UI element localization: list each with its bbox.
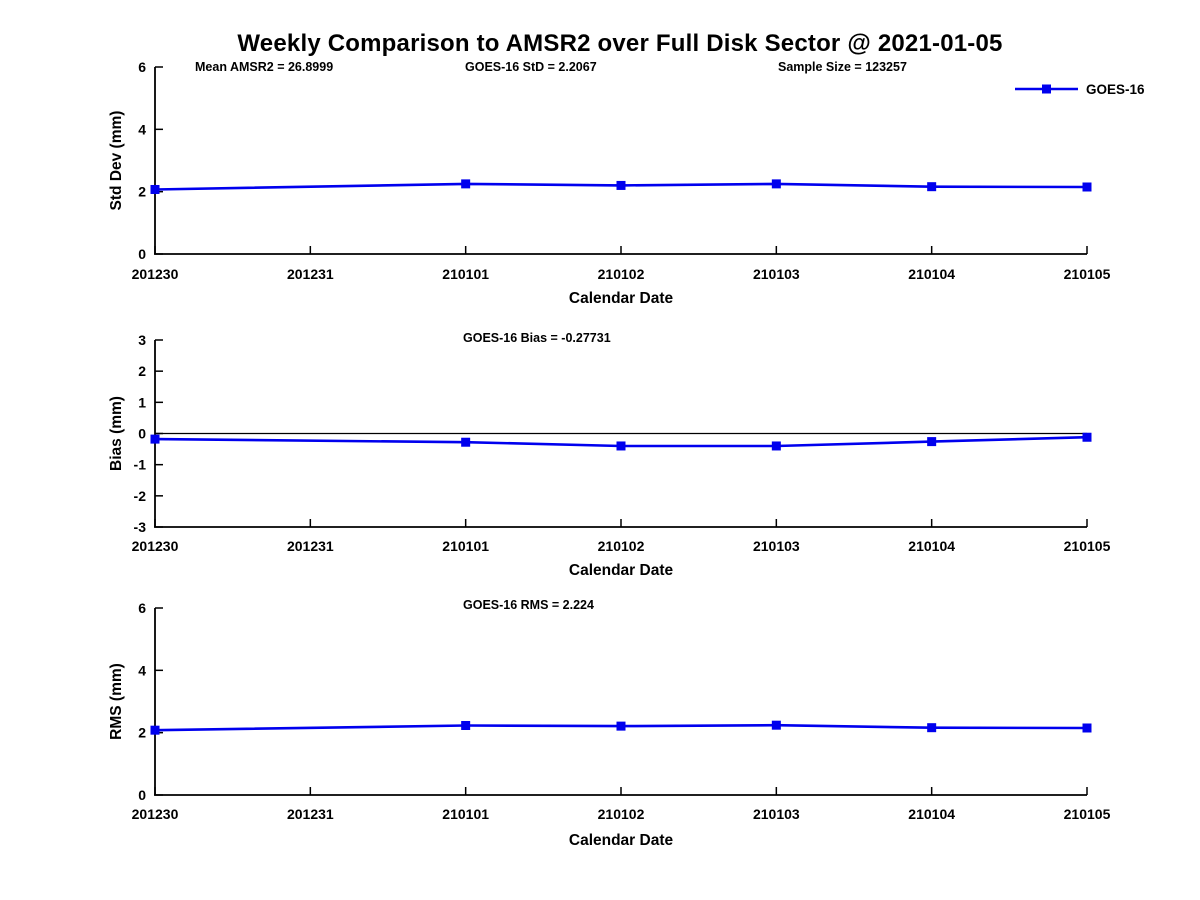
- std-dev-panel-data-marker: [1082, 182, 1092, 192]
- rms-panel-series-line: [154, 723, 1088, 732]
- bias-panel-data-marker: [927, 437, 937, 447]
- bias-panel-x-tick-label: 210101: [442, 538, 489, 554]
- bias-panel-x-tick-label: 201230: [132, 538, 179, 554]
- rms-panel-x-axis-title: Calendar Date: [569, 832, 674, 849]
- std-dev-panel-annotation: Mean AMSR2 = 26.8999: [195, 60, 333, 74]
- rms-panel-y-tick-label: 2: [138, 725, 146, 741]
- rms-panel-data-marker: [771, 720, 781, 730]
- rms-panel-x-tick-label: 210104: [908, 806, 955, 822]
- bias-panel-y-tick-label: -3: [134, 519, 147, 535]
- rms-panel-x-tick-label: 210101: [442, 806, 489, 822]
- bias-panel-y-tick-label: -2: [134, 488, 147, 504]
- bias-panel-x-tick-label: 201231: [287, 538, 334, 554]
- legend-marker-sample: [1042, 84, 1051, 94]
- std-dev-panel-x-tick-label: 210101: [442, 266, 489, 282]
- bias-panel-y-axis-title: Bias (mm): [108, 396, 125, 471]
- std-dev-panel-x-axis-title: Calendar Date: [569, 290, 674, 307]
- rms-panel-x-tick-label: 210103: [753, 806, 800, 822]
- bias-panel-x-tick-label: 210104: [908, 538, 955, 554]
- bias-panel-y-tick-label: 2: [138, 363, 146, 379]
- rms-panel-x-tick-label: 210105: [1064, 806, 1111, 822]
- bias-panel-x-axis-title: Calendar Date: [569, 562, 674, 579]
- std-dev-panel-x-tick-label: 210104: [908, 266, 955, 282]
- bias-panel-annotation: GOES-16 Bias = -0.27731: [463, 331, 611, 345]
- std-dev-panel-data-marker: [771, 179, 781, 189]
- rms-panel-data-marker: [1082, 723, 1092, 733]
- std-dev-panel-y-tick-label: 0: [138, 246, 146, 262]
- std-dev-panel-x-tick-label: 201230: [132, 266, 179, 282]
- bias-panel-y-tick-label: 3: [138, 332, 146, 348]
- bias-panel-y-tick-label: 1: [138, 394, 146, 410]
- bias-panel-y-tick-label: -1: [134, 457, 147, 473]
- rms-panel-data-marker: [461, 720, 471, 730]
- legend-label: GOES-16: [1086, 82, 1145, 97]
- rms-panel-data-marker: [616, 721, 626, 731]
- rms-panel-y-tick-label: 4: [138, 662, 146, 678]
- std-dev-panel-y-tick-label: 6: [138, 59, 146, 75]
- std-dev-panel-y-tick-label: 2: [138, 184, 146, 200]
- bias-panel-y-tick-label: 0: [138, 426, 146, 442]
- figure-title: Weekly Comparison to AMSR2 over Full Dis…: [237, 30, 1003, 57]
- rms-panel-data-marker: [150, 725, 160, 735]
- std-dev-panel-series-line: [154, 182, 1088, 191]
- rms-panel-x-tick-label: 201231: [287, 806, 334, 822]
- std-dev-panel-x-tick-label: 201231: [287, 266, 334, 282]
- bias-panel-data-marker: [616, 441, 626, 451]
- rms-panel-y-axis-title: RMS (mm): [108, 663, 125, 740]
- std-dev-panel-data-marker: [150, 184, 160, 194]
- bias-panel-series-line: [154, 435, 1088, 448]
- std-dev-panel-data-marker: [927, 182, 937, 192]
- std-dev-panel-y-tick-label: 4: [138, 121, 146, 137]
- std-dev-panel-y-axis-title: Std Dev (mm): [108, 111, 125, 211]
- std-dev-panel-data-marker: [461, 179, 471, 189]
- bias-panel-x-tick-label: 210102: [598, 538, 645, 554]
- rms-panel-annotation: GOES-16 RMS = 2.224: [463, 598, 594, 612]
- rms-panel-y-tick-label: 6: [138, 600, 146, 616]
- rms-panel-x-tick-label: 201230: [132, 806, 179, 822]
- rms-panel-y-tick-label: 0: [138, 787, 146, 803]
- rms-panel-data-marker: [927, 723, 937, 733]
- bias-panel-data-marker: [150, 434, 160, 444]
- std-dev-panel-annotation: GOES-16 StD = 2.2067: [465, 60, 597, 74]
- std-dev-panel-x-tick-label: 210103: [753, 266, 800, 282]
- bias-panel-data-marker: [461, 437, 471, 447]
- bias-panel-x-tick-label: 210105: [1064, 538, 1111, 554]
- std-dev-panel-annotation: Sample Size = 123257: [778, 60, 907, 74]
- bias-panel-x-tick-label: 210103: [753, 538, 800, 554]
- bias-panel-data-marker: [771, 441, 781, 451]
- std-dev-panel-x-tick-label: 210102: [598, 266, 645, 282]
- rms-panel-x-tick-label: 210102: [598, 806, 645, 822]
- std-dev-panel-data-marker: [616, 180, 626, 190]
- std-dev-panel-x-tick-label: 210105: [1064, 266, 1111, 282]
- bias-panel-data-marker: [1082, 432, 1092, 442]
